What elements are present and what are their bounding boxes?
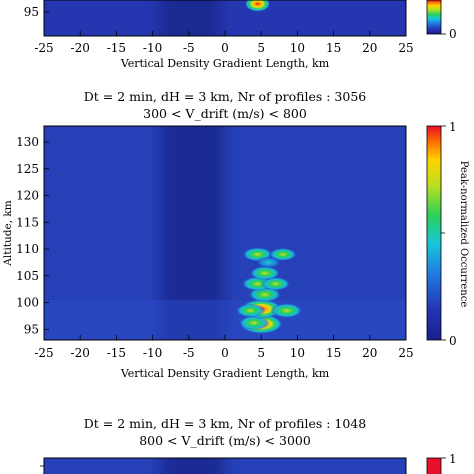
colorbar-middle [426,125,442,341]
colorbar-middle-label: Peak-normalized Occurrence [458,161,469,308]
plot-frame-bottom [43,457,407,474]
heatmap-hotspot [270,302,303,319]
heatmap-hotspot [249,265,281,281]
x-tick-label: 5 [257,41,265,55]
x-tick-label: -10 [143,41,162,55]
x-tick-label: 0 [221,346,229,360]
x-tick-label: 5 [257,346,265,360]
panel-top: 95 -25 -20 -15 -10 -5 0 5 10 15 20 25 Vertical Den… [24,0,457,70]
y-tick-label: 110 [16,242,39,256]
y-tick-label: 105 [16,269,39,283]
heatmap-top [44,0,406,36]
x-tick-label: -20 [71,346,90,360]
y-tick-label: 95 [24,5,39,19]
y-tick-label: 115 [16,215,39,229]
x-tick-label: -25 [34,41,53,55]
x-tick-label: 10 [290,41,305,55]
x-tick-label: 15 [326,346,341,360]
heatmap-top-void [150,0,230,36]
x-tick-label: 25 [398,346,413,360]
panel-bottom-subtitle: 800 < V_drift (m/s) < 3000 [139,433,311,448]
x-tick-label: -15 [107,41,126,55]
x-tick-label: 20 [362,346,377,360]
x-axis-label-top: Vertical Density Gradient Length, km [120,57,330,70]
heatmap-hotspot [244,0,271,12]
x-tick-label: -5 [183,346,195,360]
x-tick-label: 15 [326,41,341,55]
x-tick-label: 25 [398,41,413,55]
x-axis-label-middle: Vertical Density Gradient Length, km [120,367,330,380]
y-tick-label: 125 [16,162,39,176]
x-tick-label: 0 [221,41,229,55]
x-tick-label: 20 [362,41,377,55]
heatmap-hotspot [255,256,282,269]
heatmap-hotspot [260,276,291,291]
colorbar-top [426,0,442,35]
colorbar-middle-tick-1: 1 [449,120,457,134]
colorbar-top-tick-0: 0 [449,27,457,41]
colorbar-middle-tick-0: 0 [449,334,457,348]
panel-middle-title: Dt = 2 min, dH = 3 km, Nr of profiles : … [84,89,367,104]
x-tick-label: -10 [143,346,162,360]
colorbar-bottom-tick-1: 1 [449,452,457,466]
y-axis-label-middle: Altitude, km [2,200,14,266]
y-tick-label: 130 [16,135,39,149]
heatmap-bottom-void [150,458,235,474]
y-tick-label: 100 [16,296,39,310]
x-tick-label: -25 [34,346,53,360]
panel-middle: Dt = 2 min, dH = 3 km, Nr of profiles : … [2,89,469,380]
heatmap-middle-lowband [44,300,406,340]
panel-bottom: Dt = 2 min, dH = 3 km, Nr of profiles : … [40,416,457,474]
y-tick-label: 120 [16,189,39,203]
heatmap-hotspot [235,303,266,318]
heatmap-bottom [44,458,406,474]
heatmap-hotspot [238,315,270,331]
colorbar-bottom [426,457,442,474]
heatmap-middle [44,126,406,340]
x-tick-label: 10 [290,346,305,360]
panel-middle-subtitle: 300 < V_drift (m/s) < 800 [143,106,307,121]
x-tick-label: -20 [71,41,90,55]
y-tick-label: 95 [24,322,39,336]
x-tick-label: -5 [183,41,195,55]
x-tick-label: -15 [107,346,126,360]
panel-bottom-title: Dt = 2 min, dH = 3 km, Nr of profiles : … [84,416,367,431]
